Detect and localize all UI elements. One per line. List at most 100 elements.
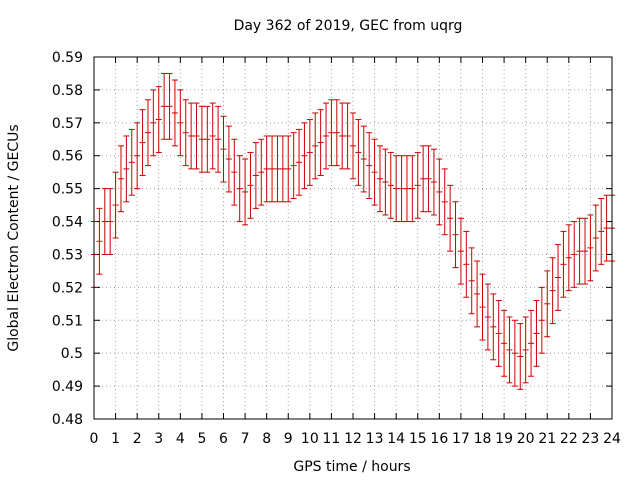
data-point xyxy=(188,102,195,170)
data-point xyxy=(182,99,189,167)
data-point xyxy=(549,257,556,325)
data-point xyxy=(501,309,508,377)
data-point xyxy=(296,128,303,196)
data-point xyxy=(161,72,168,140)
x-tick-label: 16 xyxy=(430,431,448,447)
data-point xyxy=(565,224,572,292)
data-point xyxy=(312,112,319,180)
data-point xyxy=(306,119,313,186)
data-point xyxy=(204,105,211,173)
x-tick-label: 12 xyxy=(344,431,362,447)
data-point xyxy=(463,230,470,298)
data-point xyxy=(247,151,254,219)
data-point xyxy=(382,148,389,216)
data-point xyxy=(522,316,529,384)
x-tick-label: 17 xyxy=(452,431,470,447)
data-point xyxy=(339,102,346,170)
data-point xyxy=(490,293,497,361)
data-point xyxy=(96,207,103,275)
x-tick-label: 18 xyxy=(474,431,492,447)
x-tick-label: 7 xyxy=(241,431,250,447)
data-point xyxy=(258,138,265,206)
data-point xyxy=(511,319,518,387)
data-point xyxy=(441,168,448,236)
data-point xyxy=(220,115,227,183)
x-tick-label: 22 xyxy=(560,431,578,447)
data-point xyxy=(252,142,259,209)
data-point xyxy=(393,155,400,223)
y-axis-label: Global Electron Content / GECUs xyxy=(6,124,22,351)
data-point xyxy=(333,99,340,167)
y-tick-label: 0.5 xyxy=(61,346,83,362)
x-tick-label: 4 xyxy=(176,431,185,447)
y-tick-label: 0.53 xyxy=(52,247,83,263)
data-point xyxy=(128,128,135,196)
x-tick-label: 1 xyxy=(111,431,120,447)
y-tick-label: 0.48 xyxy=(52,412,83,428)
data-point xyxy=(387,151,394,219)
data-point xyxy=(598,198,605,265)
data-point xyxy=(231,138,238,206)
data-point xyxy=(398,155,405,223)
data-point xyxy=(430,148,437,216)
data-series xyxy=(91,72,615,390)
x-tick-label: 0 xyxy=(90,431,99,447)
grid-lines xyxy=(94,57,612,419)
x-tick-label: 14 xyxy=(387,431,405,447)
data-point xyxy=(350,112,356,180)
data-point xyxy=(269,135,276,203)
data-point xyxy=(544,270,551,338)
data-point xyxy=(560,230,567,298)
data-point xyxy=(209,102,216,170)
data-point xyxy=(436,158,443,226)
data-point xyxy=(555,244,562,311)
data-point xyxy=(468,247,475,315)
data-point xyxy=(171,79,178,147)
y-tick-labels: 0.48 0.49 0.5 0.51 0.52 0.53 0.54 0.55 0.56 0.57 0… xyxy=(52,50,83,428)
data-point xyxy=(242,158,249,226)
y-tick-label: 0.59 xyxy=(52,50,83,66)
data-point xyxy=(139,109,146,176)
data-point xyxy=(177,89,184,157)
data-point xyxy=(279,135,286,203)
data-point xyxy=(198,105,205,173)
x-tick-label: 3 xyxy=(154,431,163,447)
data-point xyxy=(225,125,232,193)
data-point xyxy=(134,122,141,190)
data-point xyxy=(193,102,200,170)
data-point xyxy=(355,119,362,186)
data-point xyxy=(263,135,270,203)
x-tick-label: 13 xyxy=(366,431,384,447)
data-point xyxy=(107,188,114,255)
y-tick-label: 0.58 xyxy=(52,83,83,99)
x-tick-label: 9 xyxy=(284,431,293,447)
axis-ticks xyxy=(93,56,613,420)
data-point xyxy=(166,72,173,140)
data-point xyxy=(528,309,535,377)
x-tick-label: 24 xyxy=(603,431,621,447)
data-point xyxy=(150,89,157,157)
data-point xyxy=(479,273,486,341)
data-point xyxy=(457,217,464,285)
x-tick-label: 5 xyxy=(197,431,206,447)
data-point xyxy=(376,145,383,213)
x-tick-label: 11 xyxy=(323,431,341,447)
data-point xyxy=(495,300,502,367)
data-point xyxy=(414,151,421,219)
chart-title: Day 362 of 2019, GEC from uqrg xyxy=(234,18,463,34)
data-point xyxy=(587,214,594,282)
data-point xyxy=(582,217,589,285)
data-point xyxy=(425,145,432,213)
data-point xyxy=(274,135,281,203)
data-point xyxy=(484,283,491,351)
data-point xyxy=(371,138,378,206)
data-point xyxy=(328,99,335,167)
x-tick-label: 21 xyxy=(538,431,556,447)
data-point xyxy=(506,316,513,384)
data-point xyxy=(101,188,108,255)
data-point xyxy=(117,145,124,213)
data-point xyxy=(317,109,324,176)
data-point xyxy=(576,217,583,285)
x-tick-label: 19 xyxy=(495,431,513,447)
